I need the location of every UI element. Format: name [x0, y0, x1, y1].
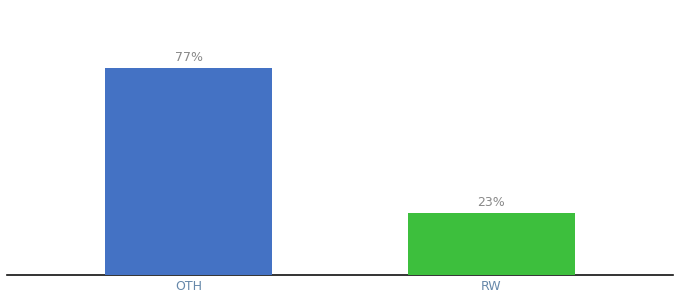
Bar	[408, 213, 575, 274]
Bar	[105, 68, 272, 274]
Text: 77%: 77%	[175, 52, 203, 64]
Text: 23%: 23%	[477, 196, 505, 209]
